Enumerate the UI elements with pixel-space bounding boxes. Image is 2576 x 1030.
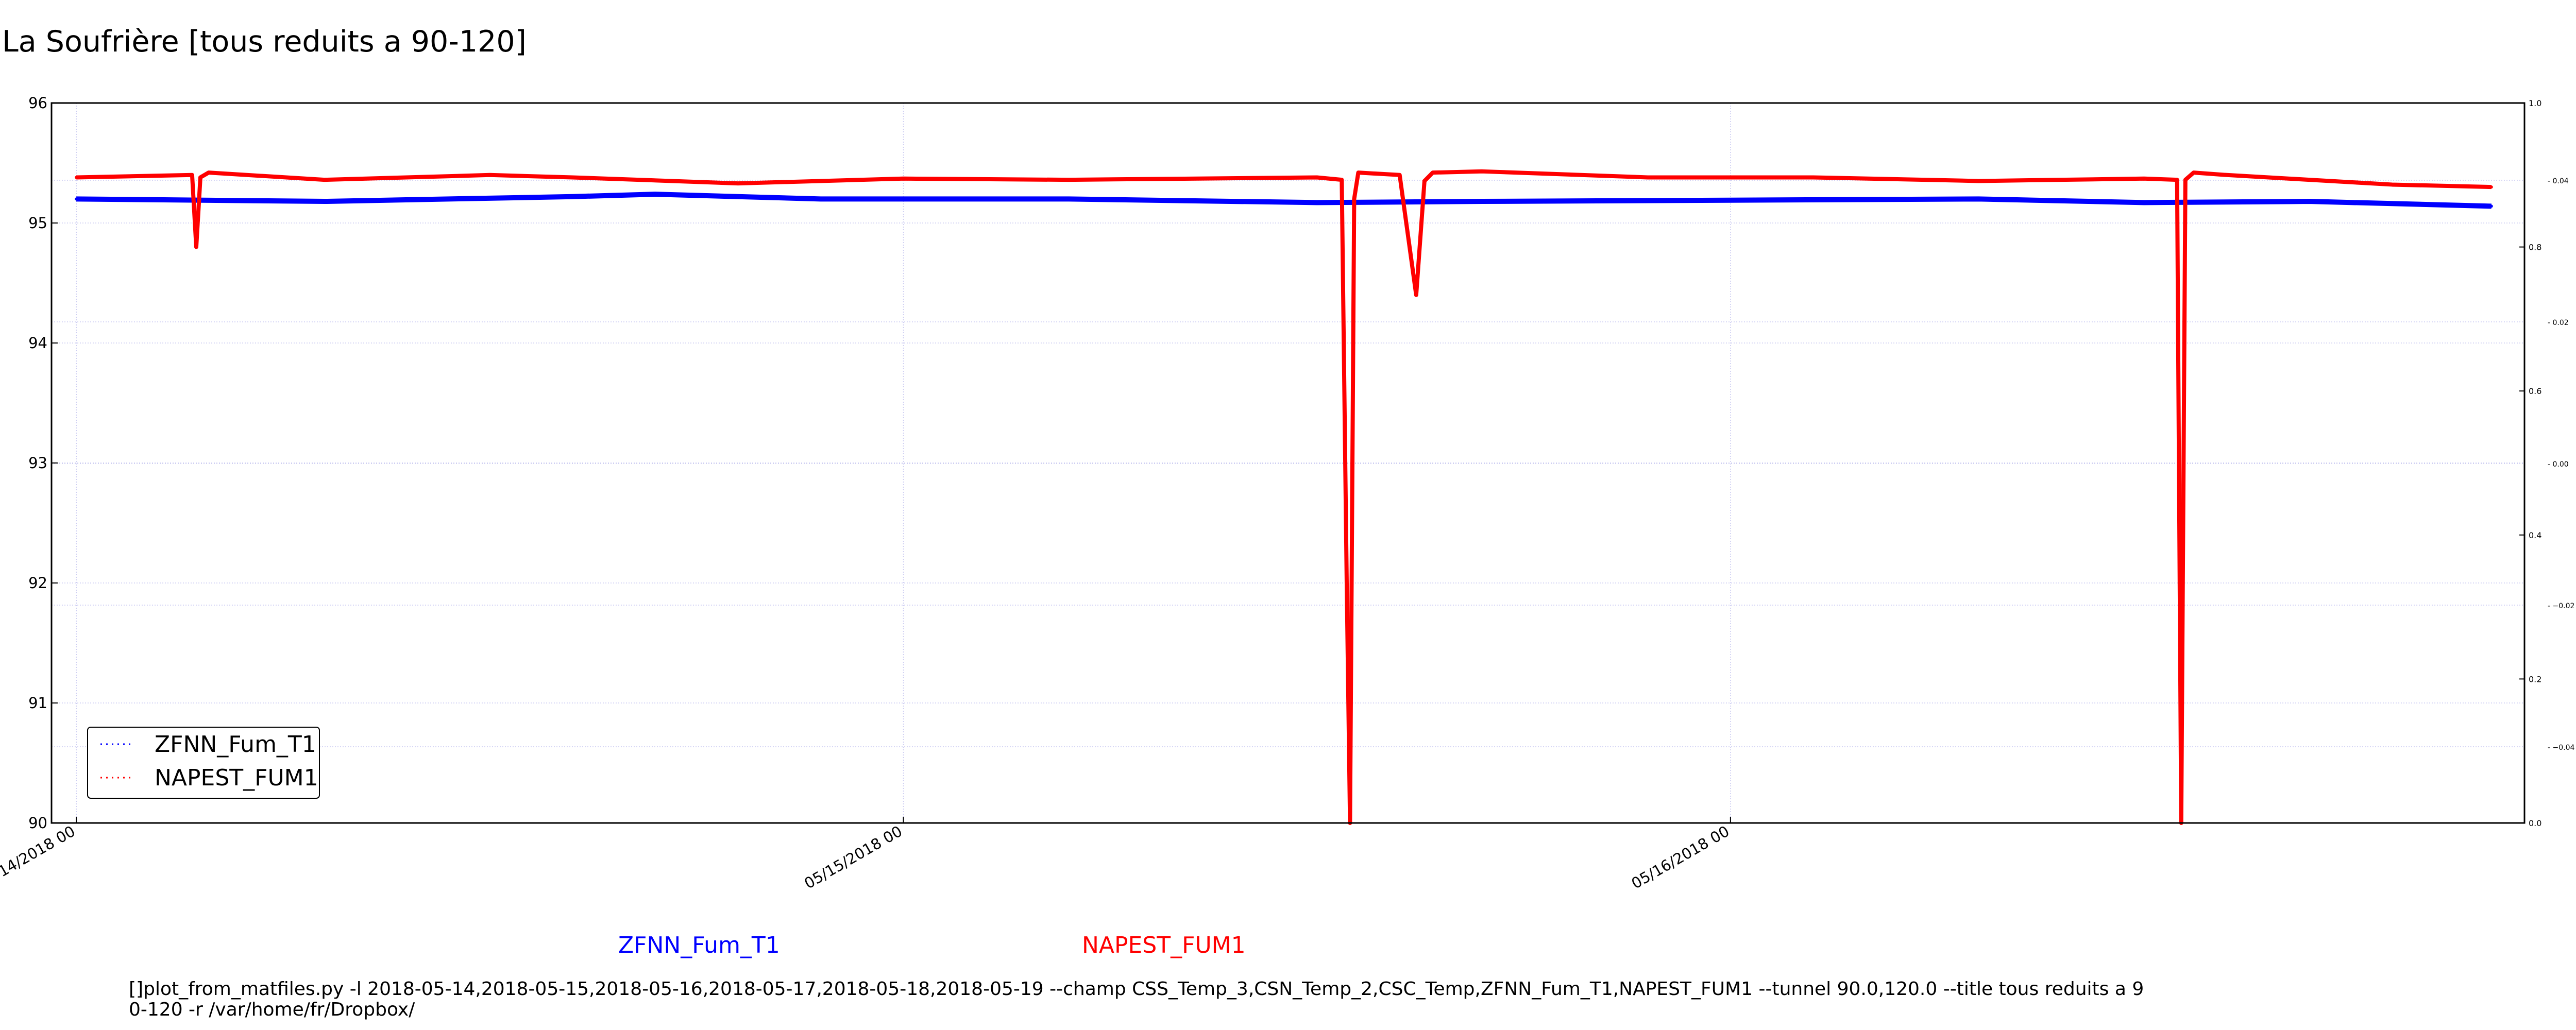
legend-box: [87, 727, 320, 799]
data-point-napest: [1315, 176, 1319, 179]
data-point-napest: [2489, 185, 2493, 189]
right-tick-label: 0.2: [2529, 674, 2541, 684]
data-point-napest: [2142, 177, 2146, 180]
chart-title: La Soufrière [tous reduits a 90-120]: [2, 25, 527, 59]
data-point-zfnn: [1481, 200, 1484, 203]
data-point-zfnn: [653, 193, 657, 196]
data-point-napest: [736, 182, 740, 185]
series-lines: [75, 169, 2493, 825]
data-point-napest: [2183, 178, 2187, 182]
y-axis: 90 91 92 93 94 95 96: [28, 94, 58, 832]
data-point-napest: [1357, 171, 1360, 175]
data-point-napest: [1646, 176, 1650, 179]
legend: ZFNN_Fum_T1 NAPEST_FUM1: [87, 727, 320, 799]
series-line-napest: [76, 169, 2492, 825]
x-axis: 05/14/2018 00 05/15/2018 00 05/16/2018 00: [0, 817, 1732, 892]
right-tick-label-2: - −0.04: [2548, 744, 2574, 752]
data-point-napest: [1345, 581, 1348, 585]
data-point-napest: [571, 176, 574, 179]
command-line-1: []plot_from_matfiles.py -l 2018-05-14,20…: [129, 978, 2144, 1000]
legend-label-zfnn: ZFNN_Fum_T1: [155, 731, 316, 758]
right-tick-label: 1.0: [2529, 98, 2541, 108]
series-line-zfnn: [76, 192, 2492, 209]
y-tick-label: 90: [28, 814, 47, 832]
right-tick-label-2: - 0.04: [2548, 177, 2569, 185]
data-point-zfnn: [571, 195, 574, 198]
data-point-napest: [1422, 179, 1426, 183]
data-point-napest: [194, 245, 198, 249]
series-label-zfnn: ZFNN_Fum_T1: [618, 932, 780, 958]
data-point-napest: [2391, 183, 2394, 186]
x-tick-label: 05/16/2018 00: [1629, 822, 1733, 892]
data-point-zfnn: [75, 197, 78, 201]
right-tick-label: 0.8: [2529, 243, 2541, 252]
data-point-napest: [1481, 169, 1484, 173]
data-point-napest: [1414, 293, 1418, 297]
right-tick-label: 0.6: [2529, 386, 2541, 396]
y-tick-label: 92: [28, 574, 47, 592]
data-point-napest: [488, 173, 492, 177]
y-tick-label: 95: [28, 214, 47, 232]
data-point-zfnn: [1728, 198, 1732, 202]
y-tick-label: 93: [28, 454, 47, 472]
data-point-napest: [207, 171, 211, 175]
right-tick-label: 0.0: [2529, 818, 2541, 828]
data-point-zfnn: [2142, 201, 2146, 204]
data-point-napest: [1811, 176, 1815, 179]
data-point-zfnn: [323, 200, 326, 203]
data-point-zfnn: [2489, 204, 2493, 208]
y-tick-label: 94: [28, 334, 47, 352]
data-point-napest: [1067, 178, 1071, 182]
data-point-napest: [190, 173, 194, 177]
x-tick-label: 05/14/2018 00: [0, 822, 78, 892]
data-point-napest: [2225, 173, 2229, 177]
data-point-napest: [1352, 197, 1356, 201]
data-point-napest: [2192, 171, 2195, 175]
data-point-napest: [902, 177, 905, 180]
right-tick-label-2: - −0.02: [2548, 602, 2574, 610]
command-line-2: 0-120 -r /var/home/fr/Dropbox/: [129, 999, 415, 1020]
data-point-napest: [323, 178, 326, 182]
data-point-zfnn: [819, 197, 822, 201]
data-point-napest: [2175, 178, 2179, 182]
data-point-zfnn: [2308, 200, 2311, 203]
x-tick-label: 05/15/2018 00: [801, 822, 905, 892]
y-tick-label: 96: [28, 94, 47, 112]
data-point-napest: [1431, 171, 1434, 175]
data-point-zfnn: [1315, 201, 1319, 204]
right-axes: 0.0 0.2 0.4 0.6 0.8 1.0 - 0.04 - 0.02 - 0.00 - −0…: [2519, 98, 2574, 828]
data-point-napest: [198, 176, 202, 179]
y-tick-label: 91: [28, 694, 47, 712]
grid: [52, 103, 2524, 823]
right-tick-label-2: - 0.00: [2548, 460, 2569, 469]
data-point-napest: [75, 176, 78, 179]
series-label-napest: NAPEST_FUM1: [1082, 932, 1246, 958]
legend-label-napest: NAPEST_FUM1: [155, 765, 318, 791]
right-tick-label: 0.4: [2529, 530, 2541, 540]
right-tick-label-2: - 0.02: [2548, 319, 2569, 327]
data-point-napest: [1977, 179, 1980, 183]
data-point-zfnn: [1067, 197, 1071, 201]
data-point-napest: [1340, 178, 1344, 182]
data-point-zfnn: [1977, 197, 1980, 201]
data-point-napest: [1398, 173, 1401, 177]
